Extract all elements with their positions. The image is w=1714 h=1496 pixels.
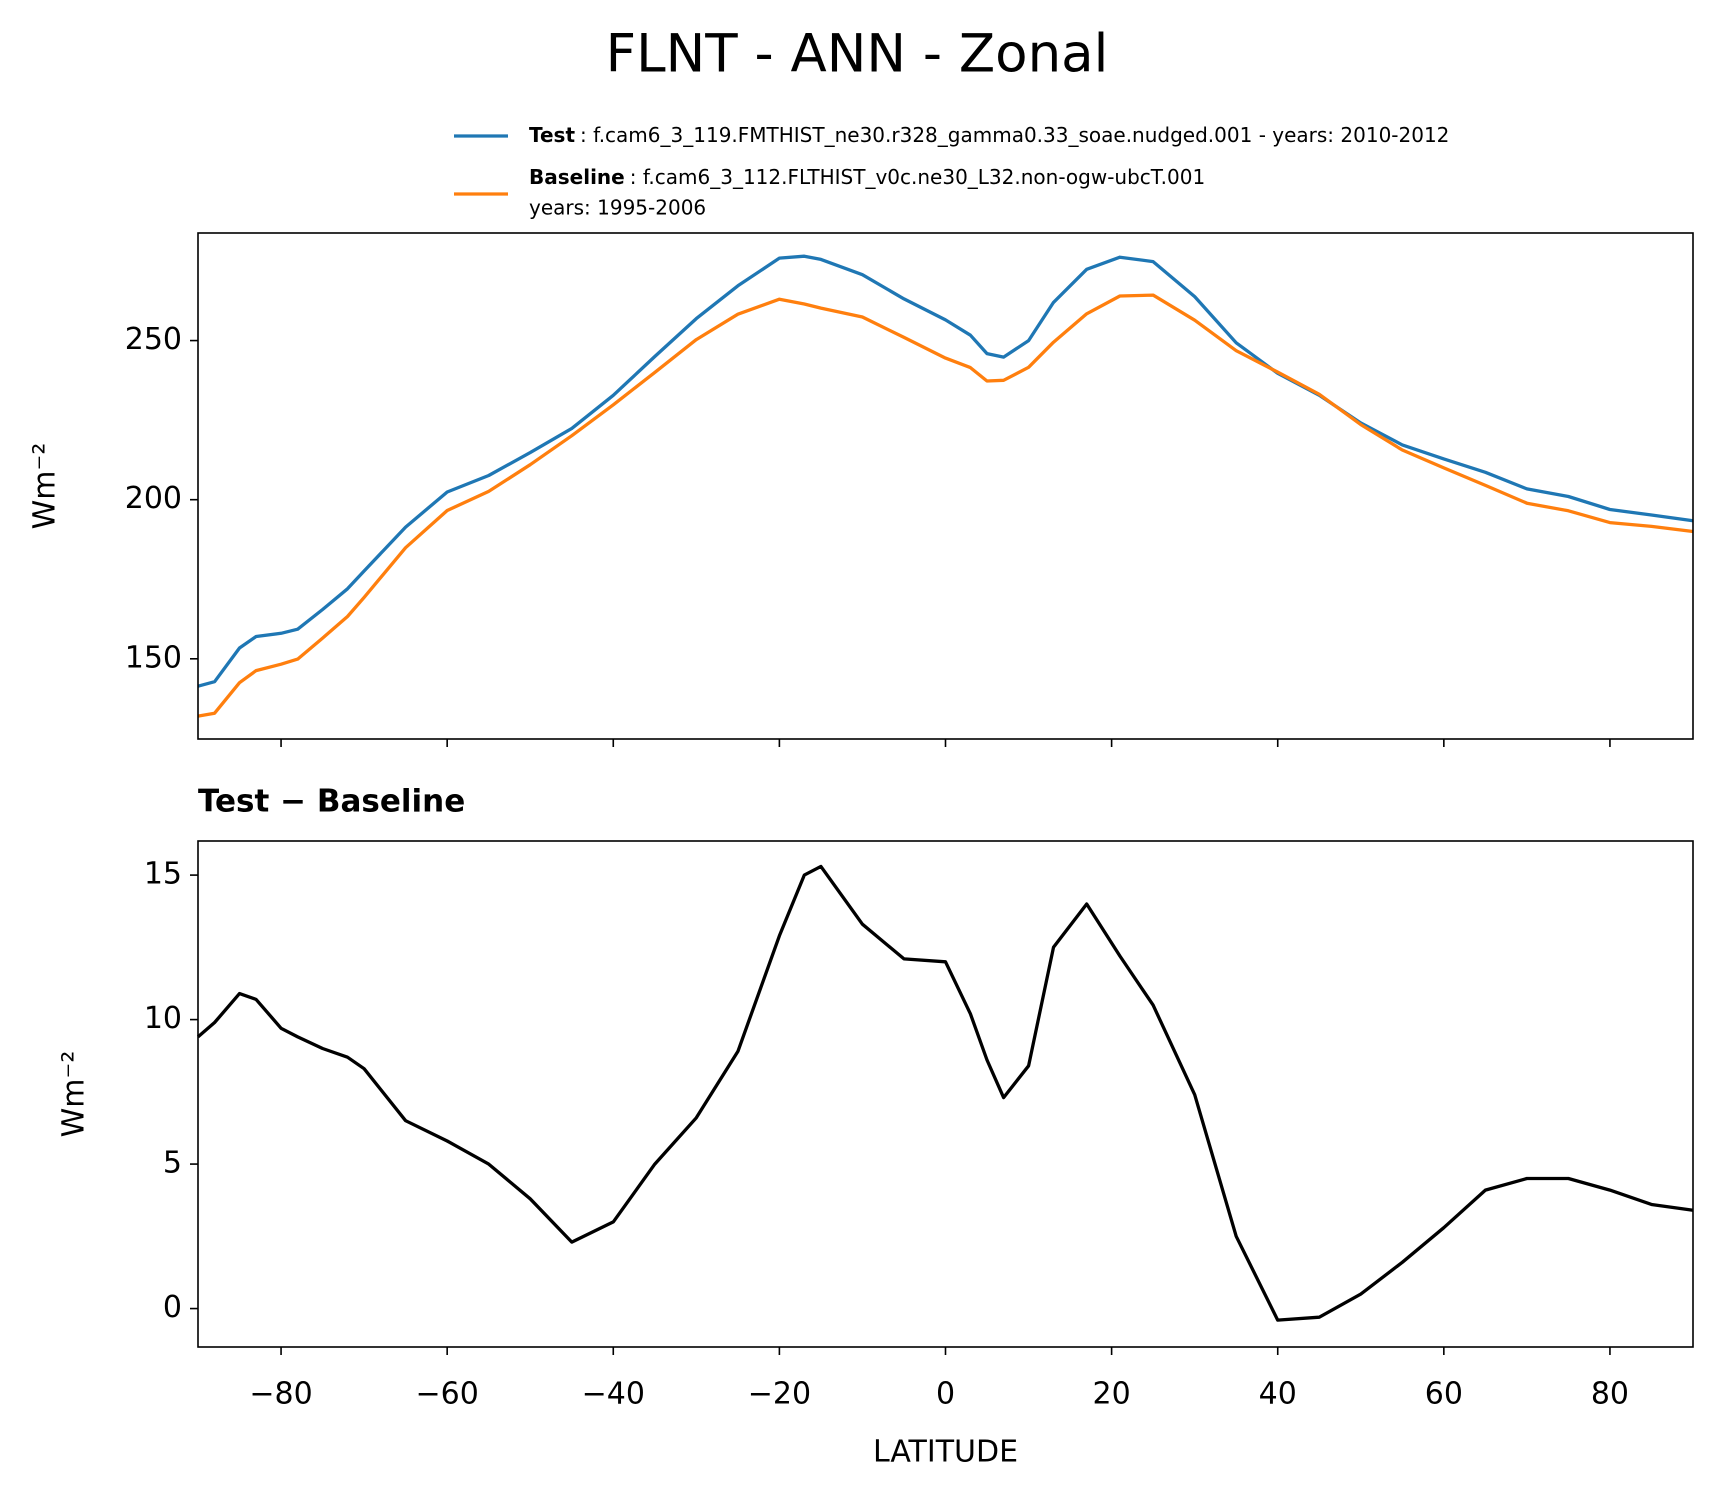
legend-name: Baseline (529, 165, 625, 189)
legend-entry: Test: f.cam6_3_119.FMTHIST_ne30.r328_gam… (529, 123, 1449, 147)
y-axis-label: Wm⁻² (57, 1051, 92, 1138)
x-tick-label: 20 (1093, 1377, 1131, 1412)
y-tick-label: 200 (125, 481, 182, 516)
x-tick-label: 40 (1259, 1377, 1297, 1412)
x-tick-label: −40 (582, 1377, 645, 1412)
legend-name: Test (529, 123, 575, 147)
data-line (196, 864, 1694, 1322)
y-tick-label: 10 (144, 1001, 182, 1036)
figure-title: FLNT - ANN - Zonal (606, 24, 1109, 85)
x-axis-label: LATITUDE (873, 1435, 1018, 1470)
y-tick-label: 5 (163, 1146, 182, 1181)
y-tick-label: 0 (163, 1290, 182, 1325)
y-tick-label: 15 (144, 857, 182, 892)
x-tick-label: 80 (1591, 1377, 1629, 1412)
x-tick-label: −60 (416, 1377, 479, 1412)
x-tick-label: 60 (1425, 1377, 1463, 1412)
data-line (197, 254, 1694, 688)
legend-entry: Baseline: f.cam6_3_112.FLTHIST_v0c.ne30_… (529, 165, 1205, 189)
x-tick-label: −20 (748, 1377, 811, 1412)
x-tick-label: 0 (936, 1377, 955, 1412)
axes-frame (197, 840, 1694, 1348)
subplot-title: Test − Baseline (198, 784, 465, 820)
axes-frame (197, 232, 1694, 740)
legend-description: : f.cam6_3_112.FLTHIST_v0c.ne30_L32.non-… (630, 165, 1205, 189)
legend-description: : f.cam6_3_119.FMTHIST_ne30.r328_gamma0.… (580, 123, 1449, 147)
legend-description-line: years: 1995-2006 (529, 196, 706, 220)
data-line (197, 293, 1694, 718)
y-axis-label: Wm⁻² (28, 443, 63, 530)
y-tick-label: 150 (125, 640, 182, 675)
y-tick-label: 250 (125, 322, 182, 357)
x-tick-label: −80 (249, 1377, 312, 1412)
